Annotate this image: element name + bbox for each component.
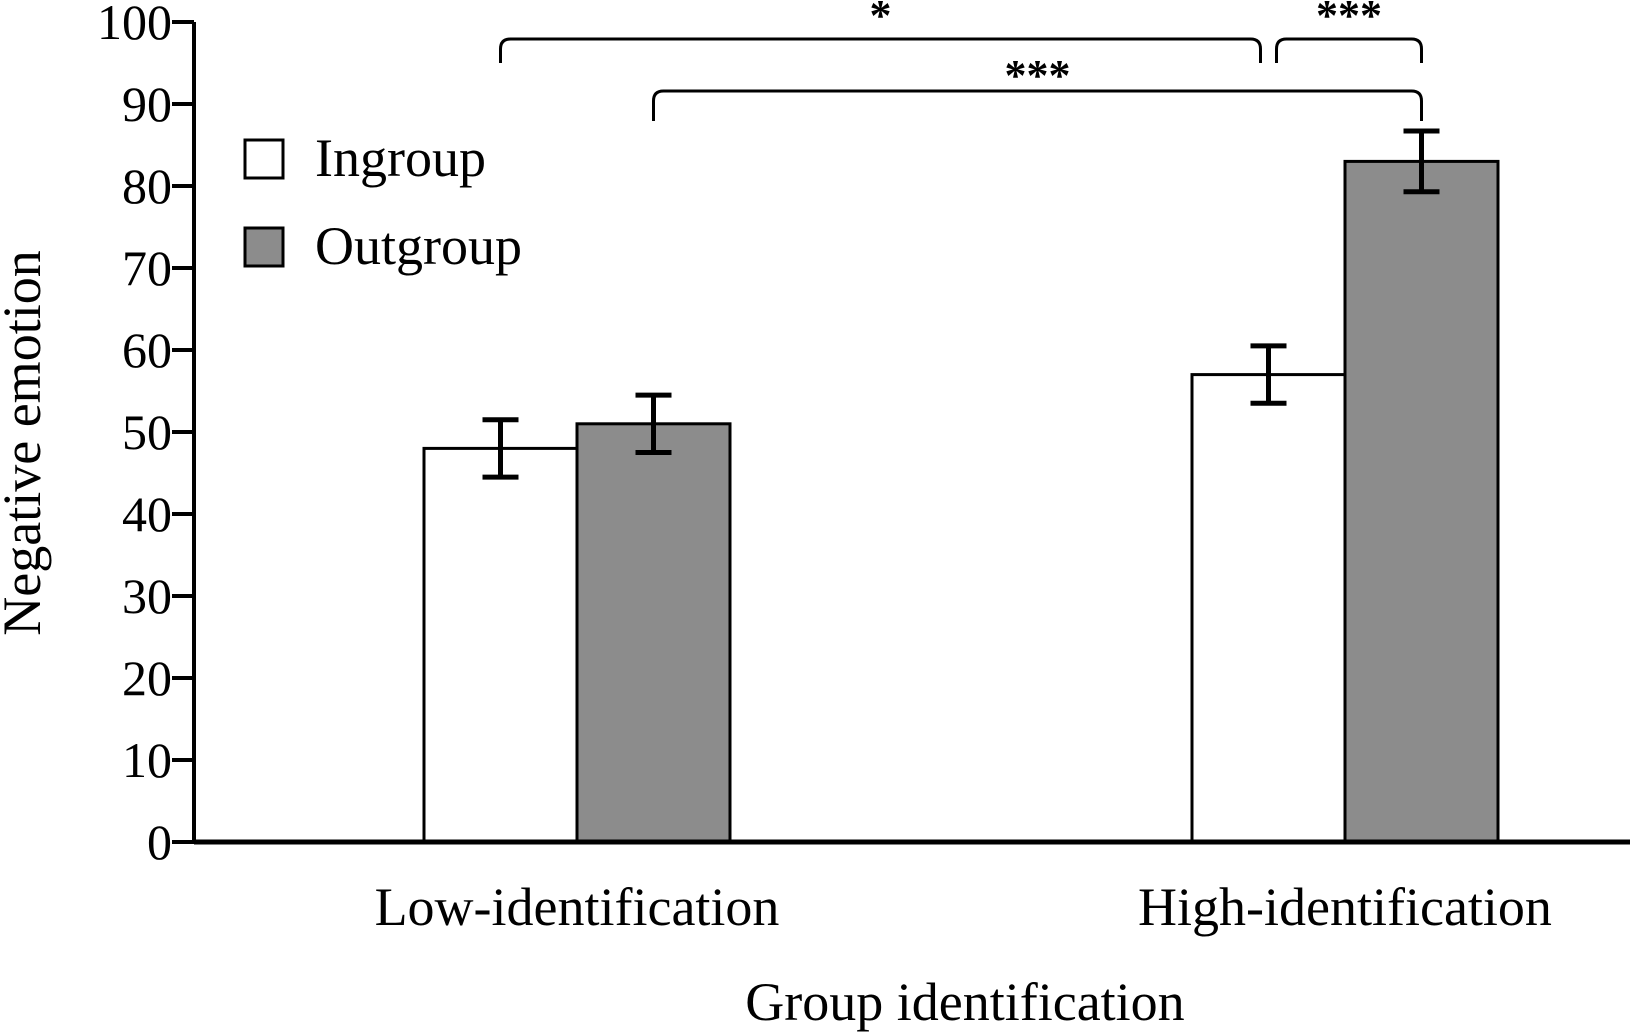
y-tick-label: 90 [122, 76, 172, 132]
significance-label: * [870, 0, 892, 40]
y-tick-label: 60 [122, 322, 172, 378]
y-axis-title: Negative emotion [0, 250, 52, 635]
x-category-label: Low-identification [375, 877, 780, 937]
y-tick-label: 30 [122, 568, 172, 624]
significance-brackets: ******* [499, 0, 1423, 121]
legend-swatch-outgroup [243, 226, 285, 268]
y-tick-label: 10 [122, 732, 172, 788]
legend-label: Ingroup [315, 128, 486, 188]
y-tick-label: 0 [147, 814, 172, 870]
significance-bracket [499, 37, 1262, 63]
y-tick-label: 50 [122, 404, 172, 460]
significance-bracket [652, 89, 1423, 121]
y-axis: 0 10 20 30 40 50 60 70 80 90 100 [97, 0, 196, 870]
y-tick-label: 80 [122, 158, 172, 214]
legend: Ingroup Outgroup [243, 128, 522, 276]
significance-label: *** [1316, 0, 1382, 40]
bar-ingroup [1190, 373, 1347, 844]
x-axis: Low-identification High-identification [194, 839, 1630, 937]
y-tick-label: 70 [122, 240, 172, 296]
significance-bracket [1275, 37, 1423, 63]
legend-label: Outgroup [315, 216, 522, 276]
significance-label: *** [1005, 51, 1071, 100]
bar-outgroup [1343, 159, 1500, 844]
x-axis-title: Group identification [745, 972, 1184, 1032]
y-tick-label: 20 [122, 650, 172, 706]
bar-ingroup [422, 446, 579, 844]
bar-outgroup [575, 422, 732, 844]
bars [422, 128, 1500, 844]
y-tick-label: 40 [122, 486, 172, 542]
y-tick-label: 100 [97, 0, 172, 50]
legend-swatch-ingroup [243, 138, 285, 180]
x-category-label: High-identification [1138, 877, 1552, 937]
